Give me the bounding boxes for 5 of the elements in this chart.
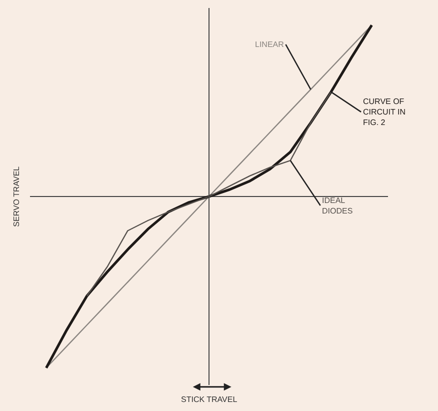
y-axis-title: SERVO TRAVEL <box>12 166 21 227</box>
text: CURVE OF CIRCUIT IN FIG. 2 <box>363 97 406 127</box>
x-axis-title: STICK TRAVEL <box>181 395 238 404</box>
text: IDEAL DIODES <box>322 196 353 216</box>
text: LINEAR <box>255 40 284 49</box>
